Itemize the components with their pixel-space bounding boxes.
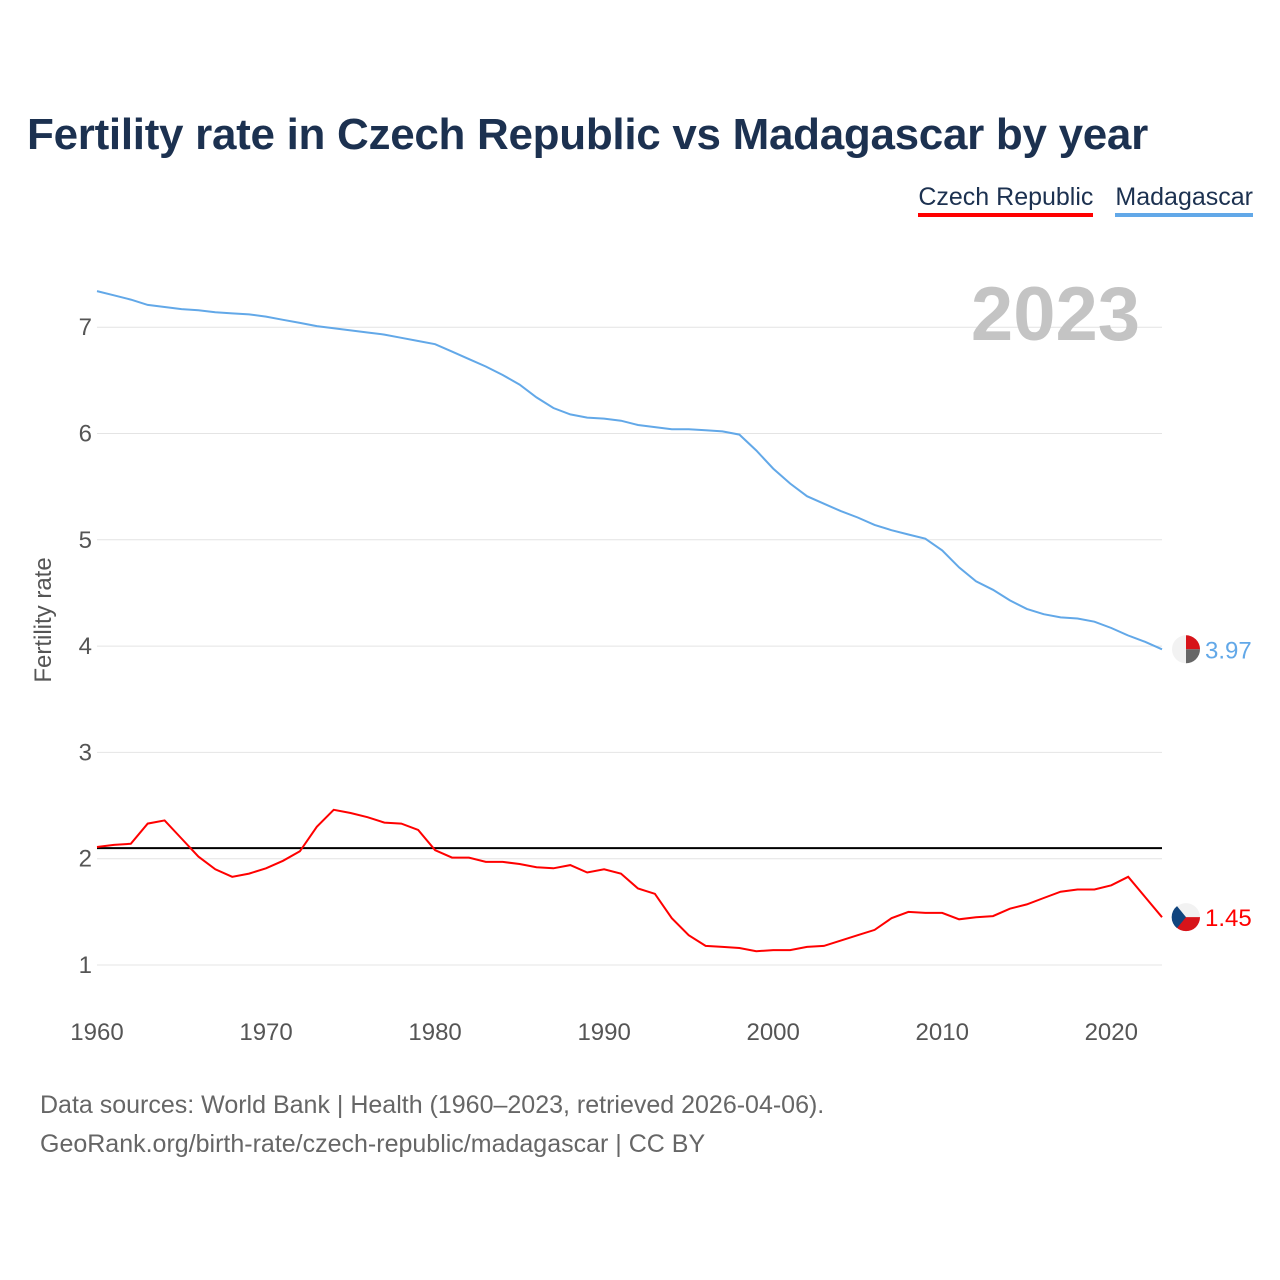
x-tick-label: 2000 xyxy=(746,1019,799,1046)
y-tick-label: 4 xyxy=(79,633,92,660)
data-source-text: Data sources: World Bank | Health (1960–… xyxy=(40,1091,825,1119)
series-line-czech-republic xyxy=(96,808,1163,953)
legend-madagascar[interactable]: Madagascar xyxy=(1115,183,1253,217)
y-tick-label: 5 xyxy=(79,527,92,554)
year-watermark: 2023 xyxy=(971,272,1140,357)
y-axis-label: Fertility rate xyxy=(30,557,57,682)
y-tick-label: 7 xyxy=(79,314,92,341)
end-value-label: 1.45 xyxy=(1205,905,1252,932)
y-tick-label: 6 xyxy=(79,421,92,448)
series-line-madagascar xyxy=(96,290,1163,651)
x-tick-label: 2020 xyxy=(1085,1019,1138,1046)
y-tick-label: 2 xyxy=(79,846,92,873)
x-tick-label: 2010 xyxy=(916,1019,969,1046)
legend-czech-republic[interactable]: Czech Republic xyxy=(918,183,1094,217)
legend: Czech Republic Madagascar xyxy=(918,183,1253,217)
y-tick-label: 1 xyxy=(79,952,92,979)
x-tick-label: 1970 xyxy=(239,1019,292,1046)
czech-flag-icon xyxy=(1171,903,1200,932)
chart-title: Fertility rate in Czech Republic vs Mada… xyxy=(27,110,1148,159)
end-value-label: 3.97 xyxy=(1205,637,1252,664)
source-link[interactable]: GeoRank.org/birth-rate/czech-republic/ma… xyxy=(40,1130,706,1158)
x-tick-label: 1990 xyxy=(577,1019,630,1046)
footer: Data sources: World Bank | Health (1960–… xyxy=(40,1086,824,1164)
x-tick-label: 1980 xyxy=(408,1019,461,1046)
madagascar-flag-icon xyxy=(1172,635,1200,664)
x-tick-label: 1960 xyxy=(70,1019,123,1046)
y-tick-label: 3 xyxy=(79,739,92,766)
